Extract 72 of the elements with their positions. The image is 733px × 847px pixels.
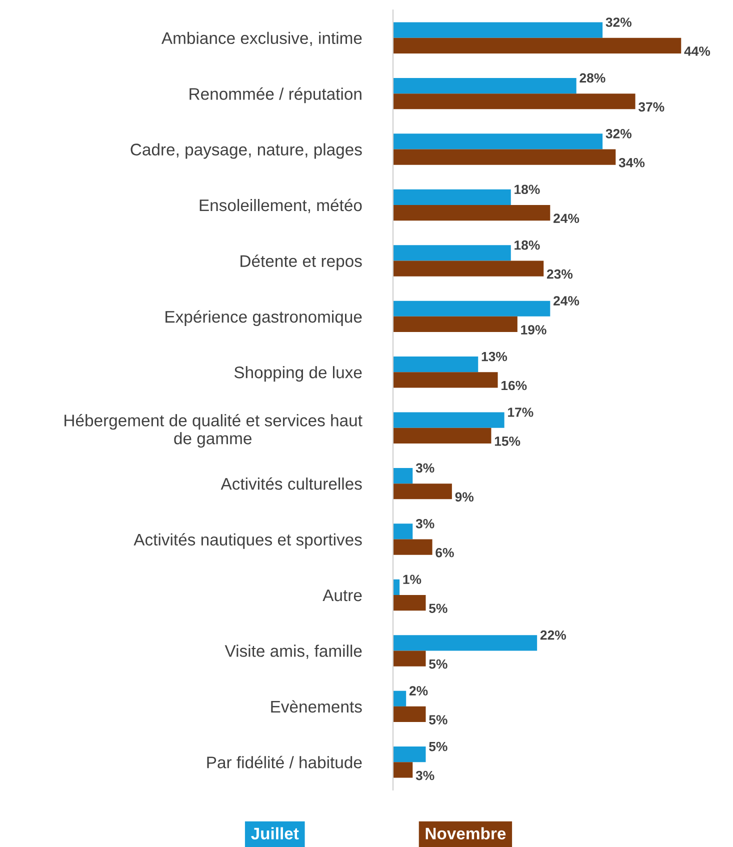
data-label: 34% xyxy=(618,158,645,168)
bar xyxy=(393,134,603,150)
bar xyxy=(393,316,518,332)
bar xyxy=(393,372,498,388)
data-label: 9% xyxy=(455,492,474,502)
bar xyxy=(393,524,413,540)
y-tick-label: Visite amis, famille xyxy=(224,644,362,659)
y-tick-label: Shopping de luxe xyxy=(234,366,362,382)
data-label: 2% xyxy=(409,686,428,696)
text: Novembre xyxy=(426,827,506,840)
y-tick-label: Cadre, paysage, nature, plages xyxy=(130,143,362,159)
data-label: 6% xyxy=(436,548,454,558)
text: Juillet xyxy=(251,827,299,840)
data-label: 5% xyxy=(429,659,448,669)
data-label: 17% xyxy=(508,408,534,417)
bar xyxy=(393,356,478,372)
data-label: 32% xyxy=(606,129,632,138)
data-label: 44% xyxy=(684,46,710,56)
bar xyxy=(393,245,511,261)
data-label: 15% xyxy=(494,436,520,446)
bar xyxy=(393,539,432,555)
bar xyxy=(393,428,492,444)
data-label: 24% xyxy=(554,214,580,223)
data-label: 3% xyxy=(416,519,434,528)
data-label: 18% xyxy=(514,240,540,250)
data-label: 13% xyxy=(482,352,508,362)
y-tick-label: Ensoleillement, météo xyxy=(200,198,362,214)
data-label: 24% xyxy=(554,296,580,306)
data-label: 22% xyxy=(540,630,566,640)
y-tick-label: Ambiance exclusive, intime xyxy=(161,32,362,46)
data-label: 32% xyxy=(606,18,632,27)
y-tick-label: Par fidélité / habitude xyxy=(207,756,362,768)
bar xyxy=(393,650,426,666)
data-label: 18% xyxy=(514,184,540,194)
bar xyxy=(393,468,413,484)
data-label: 23% xyxy=(546,269,573,279)
bar xyxy=(393,22,603,38)
bar xyxy=(393,189,511,205)
y-tick-label: Expérience gastronomique xyxy=(166,310,362,326)
y-tick-label: Hébergement de qualité et services haut de gamme xyxy=(64,414,362,448)
bar xyxy=(393,94,636,110)
data-label: 3% xyxy=(416,463,434,473)
bar xyxy=(393,635,538,651)
bar xyxy=(393,579,400,595)
y-tick-label: Activités culturelles xyxy=(220,477,362,490)
bar xyxy=(393,762,413,778)
bar xyxy=(393,412,504,428)
bar xyxy=(393,300,550,316)
y-tick-label: Activités nautiques et sportives xyxy=(134,533,362,549)
bar xyxy=(393,690,406,706)
y-tick-label: Renommée / réputation xyxy=(190,87,362,104)
y-tick-label: Evènements xyxy=(271,700,362,713)
bar xyxy=(393,149,616,165)
bar xyxy=(393,706,426,722)
data-label: 28% xyxy=(580,73,606,83)
y-tick-label: Détente et repos xyxy=(240,254,362,270)
bar xyxy=(393,484,452,500)
bar xyxy=(393,38,682,54)
bar xyxy=(393,746,426,762)
y-tick-label: Autre xyxy=(322,590,362,602)
data-label: 1% xyxy=(403,574,422,584)
data-label: 5% xyxy=(429,742,448,752)
bar xyxy=(393,260,544,276)
data-label: 37% xyxy=(638,102,664,112)
bar xyxy=(393,205,550,221)
data-label: 3% xyxy=(416,770,434,780)
bar xyxy=(393,595,426,611)
data-label: 5% xyxy=(429,604,448,614)
data-label: 19% xyxy=(521,325,546,334)
data-label: 5% xyxy=(429,715,448,724)
data-label: 16% xyxy=(501,380,527,390)
bar xyxy=(393,78,576,94)
